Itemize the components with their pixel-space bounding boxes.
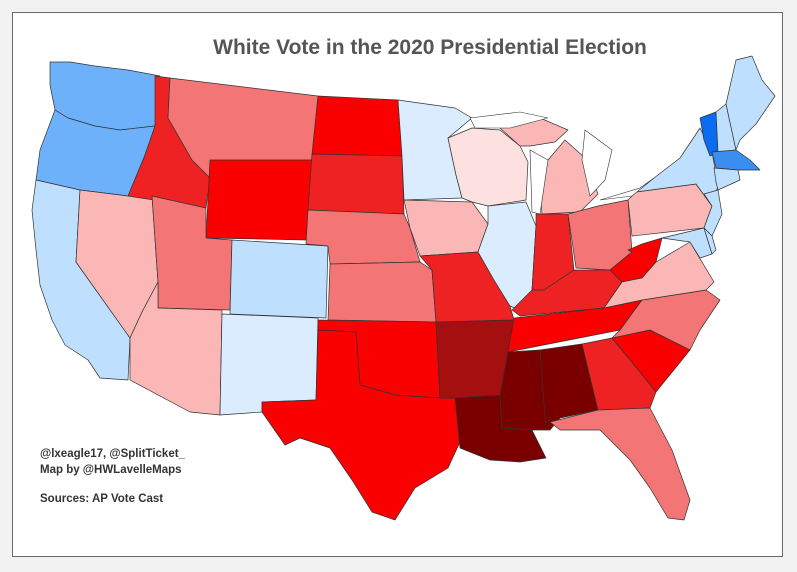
credit-authors: @lxeagle17, @SplitTicket_: [40, 448, 185, 460]
state-fl[interactable]: [549, 407, 691, 521]
state-va[interactable]: [603, 241, 715, 309]
state-nd[interactable]: [311, 95, 403, 157]
state-me[interactable]: [725, 55, 776, 151]
state-ct[interactable]: [713, 167, 741, 191]
state-ms[interactable]: [499, 349, 547, 431]
state-ks[interactable]: [327, 261, 437, 323]
state-nm[interactable]: [219, 313, 319, 416]
sources-note: Sources: AP Vote Cast: [40, 493, 164, 505]
state-wy[interactable]: [205, 159, 313, 241]
state-sd[interactable]: [307, 153, 405, 215]
map-title: White Vote in the 2020 Presidential Elec…: [213, 36, 647, 59]
credit-map-author: Map by @HWLavelleMaps: [40, 464, 182, 476]
state-tx[interactable]: [261, 329, 461, 521]
state-wi[interactable]: [447, 127, 529, 207]
state-ma[interactable]: [711, 149, 761, 171]
state-pa[interactable]: [627, 183, 713, 237]
state-ia[interactable]: [403, 199, 489, 257]
state-md[interactable]: [661, 227, 713, 259]
state-de[interactable]: [703, 227, 717, 255]
great-lakes: [469, 111, 655, 215]
state-co[interactable]: [229, 239, 329, 319]
